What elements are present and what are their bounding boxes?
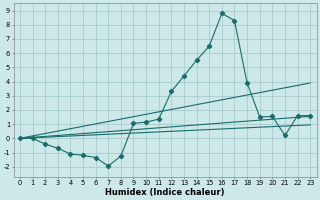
X-axis label: Humidex (Indice chaleur): Humidex (Indice chaleur) xyxy=(105,188,225,197)
